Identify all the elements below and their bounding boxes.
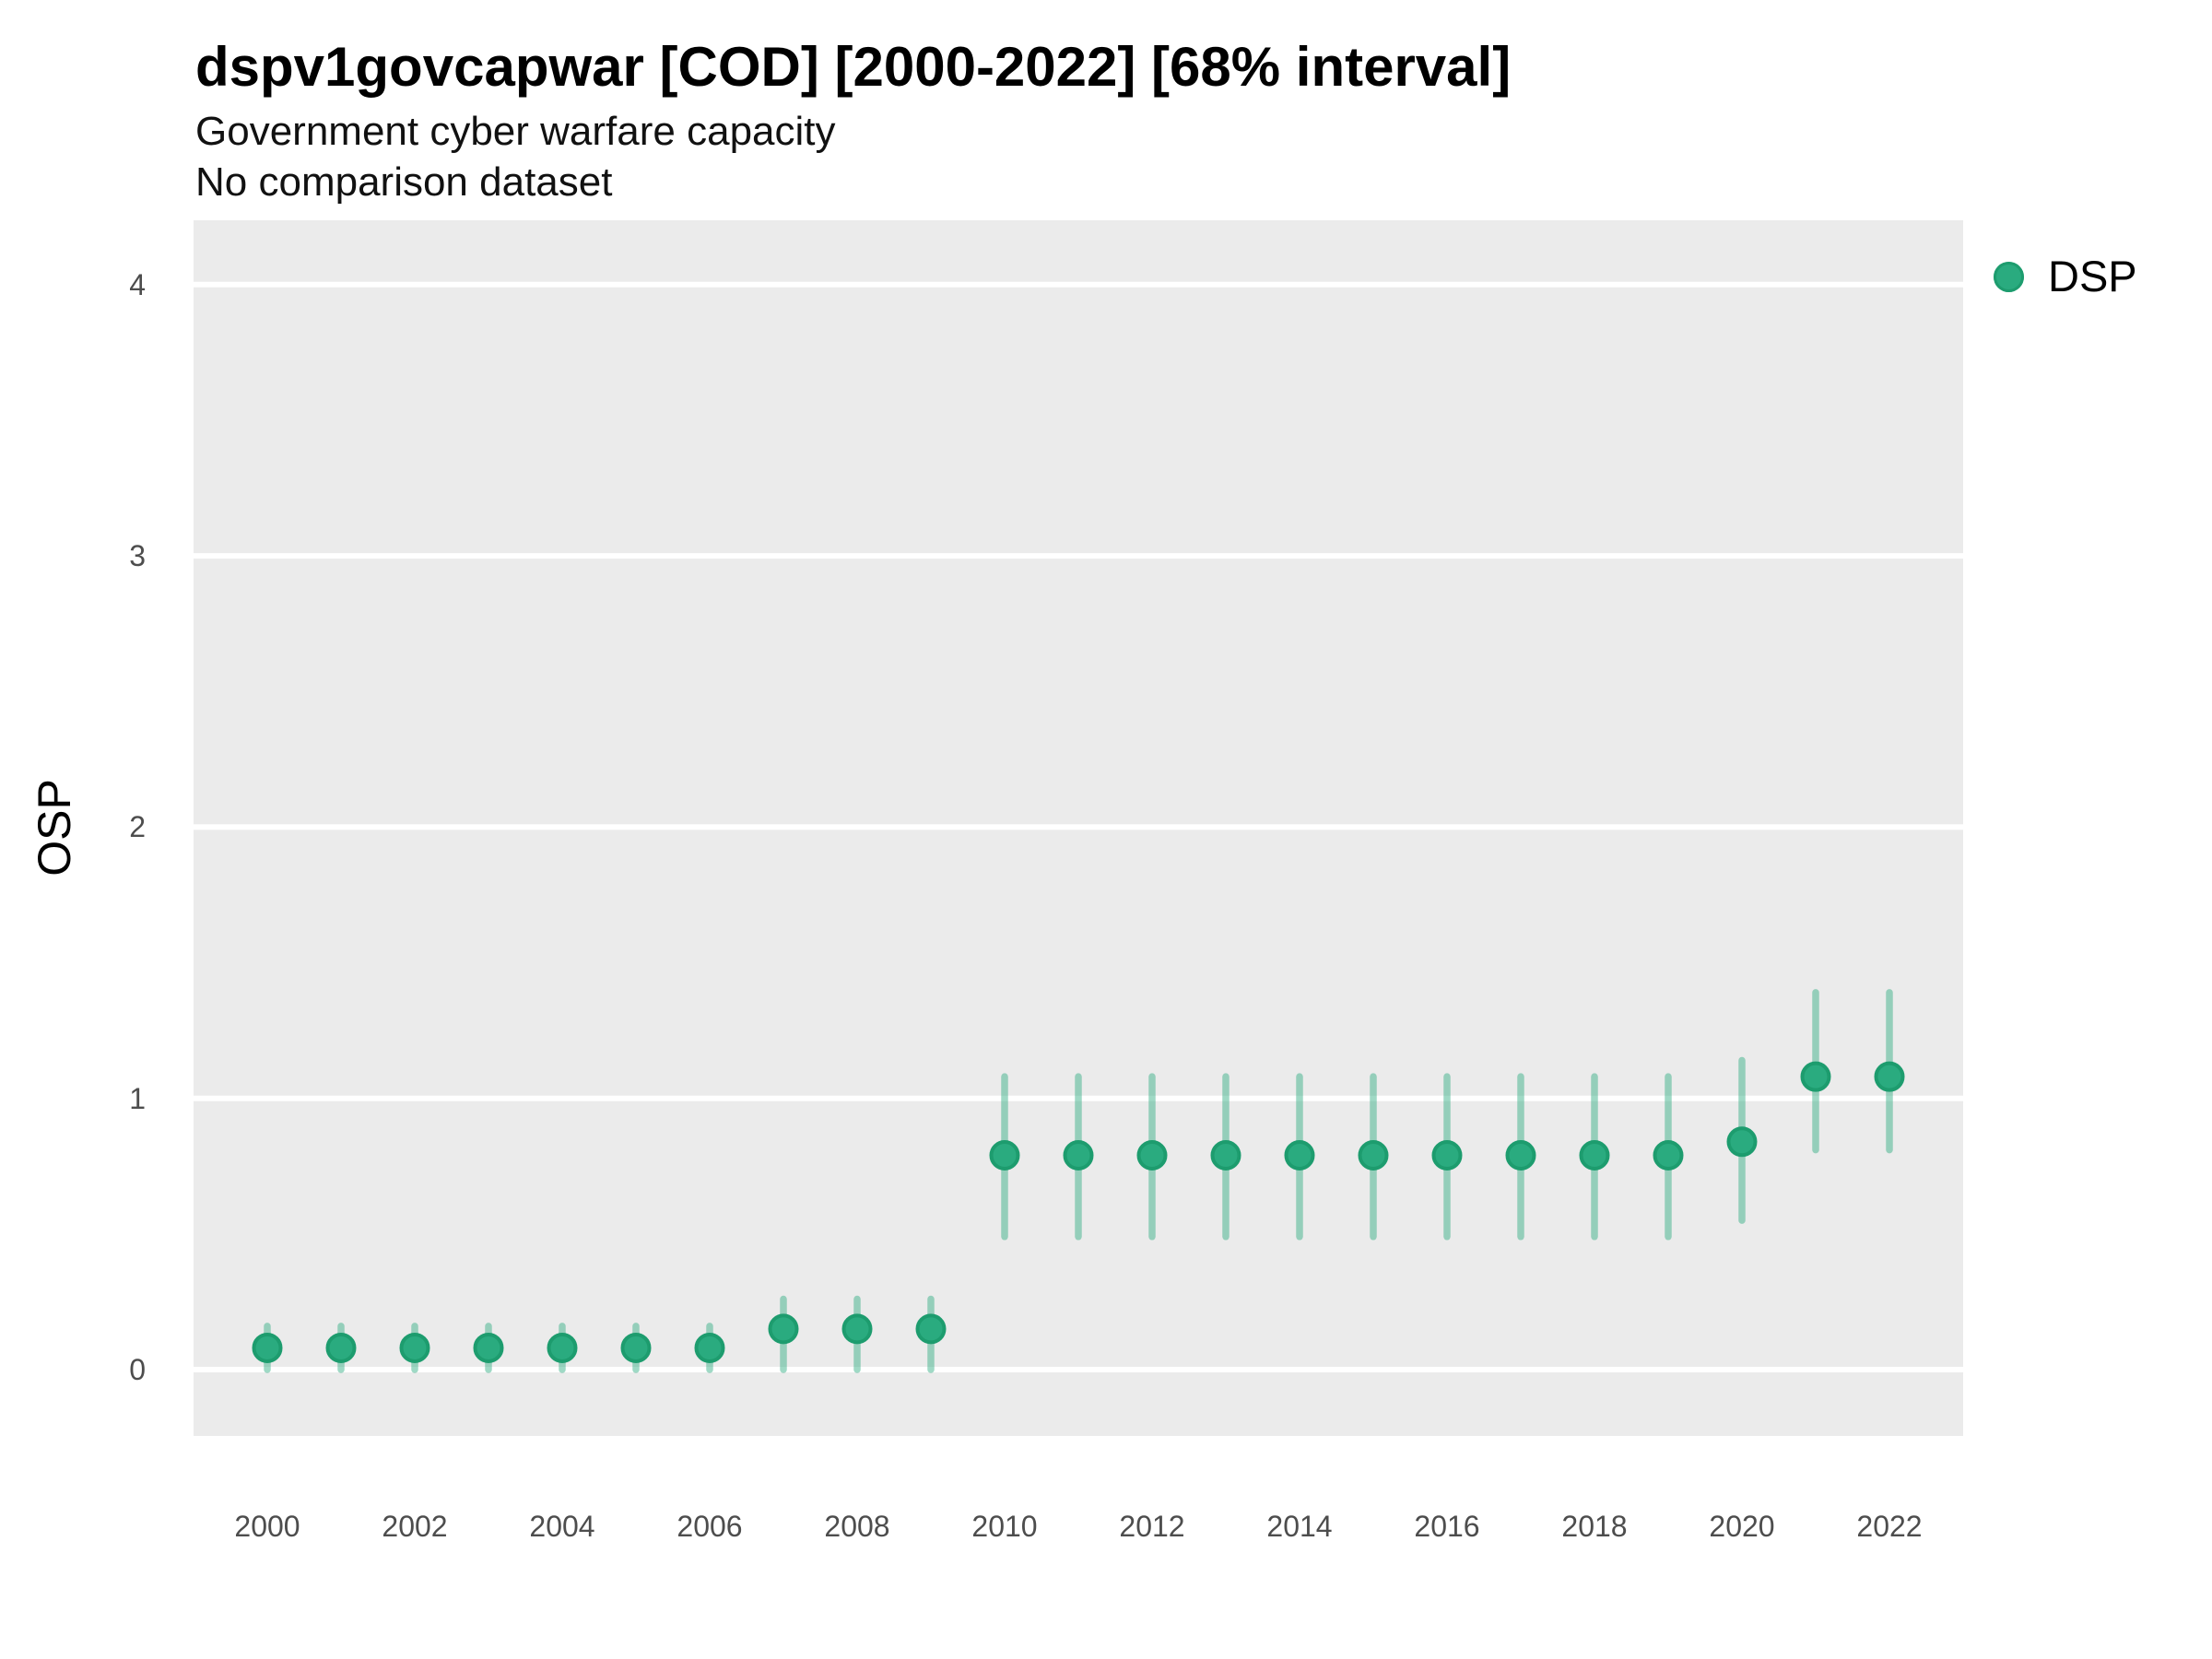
x-tick-label-2018: 2018 [1561, 1510, 1628, 1543]
chart-subtitle: Government cyber warfare capacity [195, 109, 836, 154]
x-tick-label-2016: 2016 [1414, 1510, 1480, 1543]
legend-label: DSP [2048, 252, 2137, 300]
data-point-2021 [1800, 1061, 1831, 1092]
y-tick-label-2: 2 [129, 810, 146, 844]
x-tick-label-2012: 2012 [1119, 1510, 1185, 1543]
data-point-2012 [1136, 1140, 1168, 1171]
y-tick-label-0: 0 [129, 1353, 146, 1386]
data-point-2018 [1579, 1140, 1610, 1171]
legend: DSP [1994, 251, 2137, 302]
data-point-2000 [252, 1332, 283, 1363]
data-point-2013 [1210, 1140, 1241, 1171]
x-tick-label-2014: 2014 [1266, 1510, 1333, 1543]
x-tick-label-2022: 2022 [1856, 1510, 1923, 1543]
data-point-2020 [1726, 1126, 1758, 1158]
data-point-2002 [399, 1332, 430, 1363]
data-point-2001 [325, 1332, 357, 1363]
comparison-note: No comparison dataset [195, 159, 613, 205]
legend-point-icon [1994, 261, 2024, 292]
x-tick-label-2000: 2000 [234, 1510, 300, 1543]
x-tick-label-2002: 2002 [382, 1510, 448, 1543]
x-tick-label-2020: 2020 [1709, 1510, 1775, 1543]
x-tick-label-2004: 2004 [529, 1510, 595, 1543]
plot-panel [194, 220, 1963, 1436]
data-point-2004 [547, 1332, 578, 1363]
data-point-2015 [1358, 1140, 1389, 1171]
y-tick-label-1: 1 [129, 1081, 146, 1115]
data-point-2014 [1284, 1140, 1315, 1171]
chart-title: dspv1govcapwar [COD] [2000-2022] [68% in… [195, 36, 1512, 98]
x-tick-label-2006: 2006 [677, 1510, 743, 1543]
data-point-2006 [694, 1332, 725, 1363]
data-point-2016 [1431, 1140, 1463, 1171]
data-point-2008 [841, 1313, 873, 1345]
data-point-2007 [768, 1313, 799, 1345]
y-tick-label-4: 4 [129, 267, 146, 301]
data-point-2010 [989, 1140, 1020, 1171]
data-point-2003 [473, 1332, 504, 1363]
data-point-2005 [620, 1332, 652, 1363]
data-point-2022 [1874, 1061, 1905, 1092]
data-point-2009 [915, 1313, 947, 1345]
x-tick-label-2008: 2008 [824, 1510, 890, 1543]
x-tick-label-2010: 2010 [971, 1510, 1038, 1543]
y-tick-label-3: 3 [129, 539, 146, 573]
data-point-2011 [1063, 1140, 1094, 1171]
data-point-2019 [1653, 1140, 1684, 1171]
data-point-2017 [1505, 1140, 1536, 1171]
